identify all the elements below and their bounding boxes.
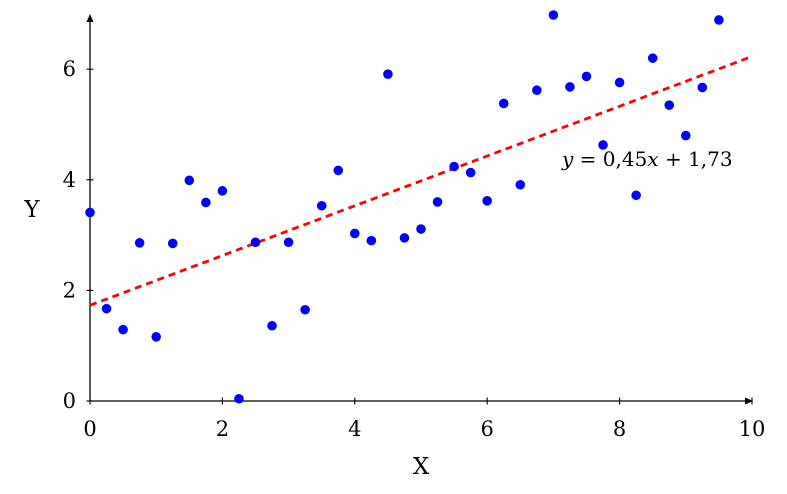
x-tick-label: 8 (613, 417, 626, 441)
equation-rest: + 1,73 (659, 147, 733, 171)
scatter-point (250, 237, 261, 248)
scatter-point (614, 77, 625, 88)
x-tick-label: 6 (481, 417, 494, 441)
scatter-point (366, 235, 377, 246)
fit-equation-annotation: y = 0,45x + 1,73 (561, 147, 733, 171)
scatter-point (681, 130, 691, 141)
scatter-point (482, 196, 493, 206)
scatter-point (465, 167, 476, 178)
scatter-point (631, 190, 641, 201)
scatter-point (565, 82, 575, 92)
scatter-point (598, 140, 608, 150)
x-tick-label: 10 (739, 417, 766, 441)
scatter-point (383, 69, 393, 79)
equation-lhs: y (561, 147, 574, 171)
equation-equals: = (573, 147, 602, 171)
scatter-point (581, 71, 592, 82)
scatter-point (647, 53, 658, 63)
scatter-point (498, 98, 509, 109)
x-tick-label: 4 (348, 417, 361, 441)
scatter-point (548, 10, 559, 20)
scatter-point (399, 233, 410, 243)
scatter-point (118, 324, 128, 335)
scatter-point (432, 197, 443, 207)
scatter-point (300, 304, 310, 315)
x-tick-label: 0 (83, 417, 96, 441)
scatter-point (416, 224, 426, 234)
data-points (85, 10, 724, 404)
ticks: 0 2 4 6 8 10 0 2 4 6 (63, 57, 766, 441)
fit-line-group (89, 55, 753, 307)
y-axis-title: Y (23, 197, 40, 223)
scatter-point (532, 85, 542, 96)
scatter-point (449, 161, 459, 172)
scatter-point (234, 393, 244, 404)
x-axis-arrow (745, 397, 753, 405)
y-axis-arrow (86, 14, 94, 22)
scatter-point (333, 165, 344, 176)
scatter-point (101, 303, 112, 314)
scatter-point (217, 186, 228, 196)
equation-var: x (647, 147, 658, 171)
scatter-point (151, 332, 161, 342)
scatter-point (664, 100, 675, 110)
scatter-point (714, 15, 724, 25)
axes (86, 14, 753, 405)
scatter-point (316, 200, 327, 211)
equation-coef: 0,45 (603, 147, 648, 171)
y-tick-label: 0 (63, 389, 76, 413)
scatter-point (283, 237, 294, 248)
x-axis-title: X (413, 454, 430, 480)
y-tick-label: 2 (63, 278, 76, 302)
scatter-point (85, 207, 95, 218)
scatter-point (201, 197, 211, 208)
scatter-point (184, 175, 195, 186)
x-tick-label: 2 (216, 417, 229, 441)
y-tick-label: 4 (63, 168, 76, 192)
fit-line (89, 55, 753, 307)
scatter-point (515, 179, 526, 190)
scatter-point (697, 82, 708, 93)
scatter-point (350, 228, 360, 239)
scatter-point (134, 238, 145, 248)
y-tick-label: 6 (63, 57, 76, 81)
scatter-point (167, 238, 178, 249)
scatter-point (267, 320, 277, 331)
